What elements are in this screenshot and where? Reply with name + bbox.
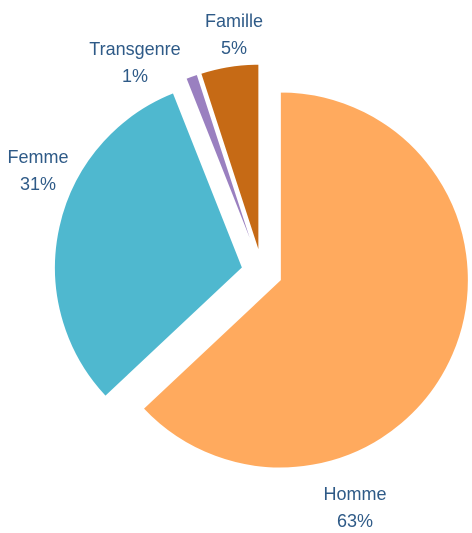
slice-value-label: 63%	[337, 511, 373, 531]
slice-value-label: 5%	[221, 38, 247, 58]
pie-slice	[200, 63, 260, 253]
slice-category-label: Homme	[323, 484, 386, 504]
slice-category-label: Transgenre	[89, 39, 180, 59]
slice-value-label: 1%	[122, 66, 148, 86]
pie-slice	[53, 92, 244, 398]
slice-value-label: 31%	[20, 174, 56, 194]
pie-slice	[185, 73, 256, 254]
slice-category-label: Femme	[7, 147, 68, 167]
slice-category-label: Famille	[205, 11, 263, 31]
pie-slice	[142, 91, 469, 469]
